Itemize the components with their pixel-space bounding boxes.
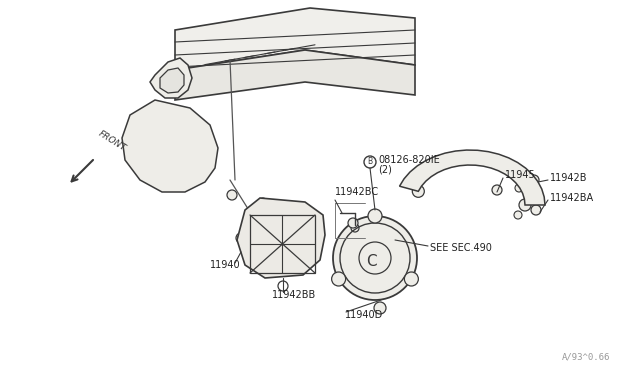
Circle shape	[519, 199, 531, 211]
Circle shape	[227, 190, 237, 200]
Polygon shape	[399, 150, 545, 205]
Circle shape	[531, 205, 541, 215]
Text: (2): (2)	[378, 165, 392, 175]
Circle shape	[332, 272, 346, 286]
Circle shape	[529, 175, 539, 185]
Polygon shape	[160, 68, 184, 93]
Circle shape	[374, 302, 386, 314]
Circle shape	[404, 272, 419, 286]
Circle shape	[514, 211, 522, 219]
Text: 11940D: 11940D	[345, 310, 383, 320]
Text: 11945: 11945	[505, 170, 536, 180]
Text: 11942BB: 11942BB	[272, 290, 316, 300]
Polygon shape	[237, 198, 325, 278]
Text: FRONT: FRONT	[97, 129, 128, 153]
Circle shape	[368, 209, 382, 223]
Polygon shape	[175, 50, 415, 100]
Circle shape	[333, 216, 417, 300]
Text: B: B	[367, 157, 372, 167]
Circle shape	[412, 185, 424, 197]
Circle shape	[348, 218, 358, 228]
Text: C: C	[365, 254, 376, 269]
Text: A/93^0.66: A/93^0.66	[562, 353, 610, 362]
Polygon shape	[175, 8, 415, 70]
Text: SEE SEC.490: SEE SEC.490	[430, 243, 492, 253]
Circle shape	[492, 185, 502, 195]
Circle shape	[515, 184, 523, 192]
Polygon shape	[150, 58, 192, 98]
Text: 08126-820IE: 08126-820IE	[378, 155, 440, 165]
Text: 11942B: 11942B	[550, 173, 588, 183]
Text: 11940: 11940	[210, 260, 241, 270]
Polygon shape	[122, 100, 218, 192]
Text: 11942BC: 11942BC	[335, 187, 379, 197]
Text: 11942BA: 11942BA	[550, 193, 594, 203]
